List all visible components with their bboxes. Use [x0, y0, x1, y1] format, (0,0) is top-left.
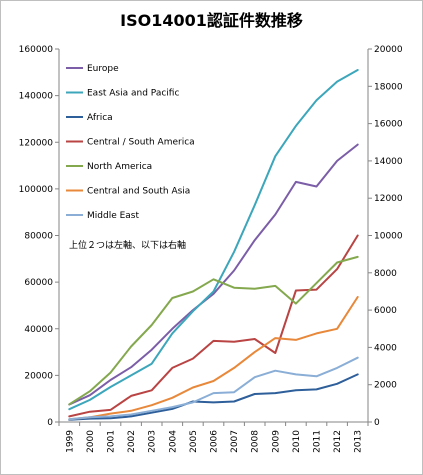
right-tick-label: 16000: [374, 120, 403, 130]
series-line-6: [68, 296, 359, 421]
left-tick-label: 100000: [19, 185, 54, 195]
right-tick-label: 4000: [374, 343, 397, 353]
right-tick-label: 6000: [374, 306, 397, 316]
left-tick-label: 160000: [19, 45, 54, 55]
x-tick-label: 2003: [148, 430, 158, 453]
x-tick-label: 2001: [107, 430, 117, 453]
legend-label: Central / South America: [87, 138, 195, 148]
legend-label: Central and South Asia: [87, 187, 190, 197]
x-tick-label: 2009: [271, 430, 281, 453]
x-tick-label: 1999: [65, 430, 75, 453]
right-tick-label: 10000: [374, 232, 403, 242]
left-tick-label: 60000: [24, 278, 53, 288]
x-tick-label: 2002: [127, 430, 137, 453]
x-tick-label: 2010: [292, 430, 302, 453]
left-tick-label: 140000: [19, 92, 54, 102]
x-tick-label: 2008: [251, 430, 261, 453]
x-tick-label: 2006: [210, 430, 220, 453]
left-tick-label: 80000: [24, 232, 53, 242]
legend-label: Europe: [87, 64, 119, 74]
axis-note: 上位２つは左軸、以下は右軸: [69, 239, 186, 251]
right-tick-label: 0: [374, 418, 380, 428]
left-tick-label: 0: [47, 418, 53, 428]
x-tick-label: 2012: [333, 430, 343, 453]
x-tick-label: 2013: [354, 430, 364, 453]
x-tick-label: 2007: [230, 430, 240, 453]
legend-label: North America: [87, 162, 152, 172]
right-tick-label: 2000: [374, 381, 397, 391]
right-tick-label: 18000: [374, 82, 403, 92]
right-tick-label: 8000: [374, 269, 397, 279]
legend-label: Middle East: [87, 211, 139, 221]
left-tick-label: 40000: [24, 325, 53, 335]
series-line-2: [68, 69, 359, 411]
x-tick-label: 2004: [168, 430, 178, 453]
legend-label: East Asia and Pacific: [87, 89, 179, 99]
left-tick-label: 120000: [19, 138, 54, 148]
right-tick-label: 14000: [374, 157, 403, 167]
right-tick-label: 20000: [374, 45, 403, 55]
x-tick-label: 2011: [313, 430, 323, 453]
left-tick-label: 20000: [24, 371, 53, 381]
series-line-5: [68, 255, 359, 406]
right-tick-label: 12000: [374, 194, 403, 204]
series-line-1: [68, 143, 359, 406]
chart-title: ISO14001認証件数推移: [120, 11, 303, 30]
x-tick-label: 2005: [189, 430, 199, 453]
series-line-3: [68, 373, 359, 421]
series-line-7: [68, 356, 359, 421]
x-tick-label: 2000: [86, 430, 96, 453]
legend-label: Africa: [87, 113, 113, 123]
